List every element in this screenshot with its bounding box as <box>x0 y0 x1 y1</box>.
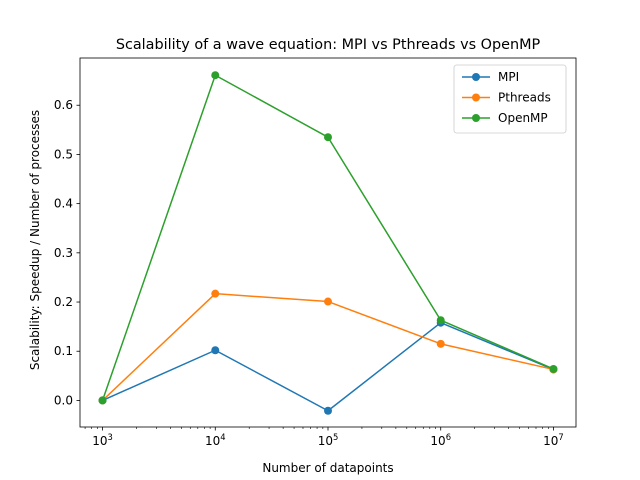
y-tick-label: 0.6 <box>54 98 73 112</box>
legend-label: Pthreads <box>498 91 551 105</box>
data-point-openmp <box>98 396 107 405</box>
data-point-pthreads <box>324 297 332 306</box>
data-point-pthreads <box>211 289 220 298</box>
data-point-openmp <box>324 133 332 142</box>
y-tick-label: 0.5 <box>54 147 73 161</box>
data-point-openmp <box>436 316 445 325</box>
data-point-mpi <box>324 406 332 415</box>
data-point-mpi <box>211 346 220 355</box>
x-tick-label: 103 <box>92 432 113 448</box>
legend-swatch-marker <box>472 114 480 122</box>
legend-box <box>453 64 567 134</box>
legend-label: OpenMP <box>498 111 548 125</box>
y-tick-label: 0.2 <box>54 295 73 309</box>
y-tick-label: 0.4 <box>54 197 73 211</box>
data-point-pthreads <box>436 339 445 348</box>
y-tick-label: 0.1 <box>54 344 73 358</box>
y-axis-label: Scalability: Speedup / Number of process… <box>28 110 42 370</box>
y-tick-label: 0.0 <box>54 393 73 407</box>
plot-area: 103 104 105 106 107 0.0 0.1 0.2 0.3 0.4 0.5 0.6 MPI P… <box>54 57 577 448</box>
x-axis-label: Number of datapoints <box>262 461 393 475</box>
legend-swatch-marker <box>472 73 480 81</box>
data-point-openmp <box>549 364 558 373</box>
x-tick-label: 104 <box>205 432 226 448</box>
series-line-pthreads <box>102 292 554 401</box>
y-tick-label: 0.3 <box>54 246 73 260</box>
legend-label: MPI <box>498 70 519 84</box>
x-tick-label: 105 <box>318 432 339 448</box>
x-tick-label: 106 <box>430 432 451 448</box>
data-point-openmp <box>211 71 220 80</box>
x-tick-label: 107 <box>543 432 564 448</box>
chart-title: Scalability of a wave equation: MPI vs P… <box>116 37 541 53</box>
legend-swatch-marker <box>472 93 480 102</box>
